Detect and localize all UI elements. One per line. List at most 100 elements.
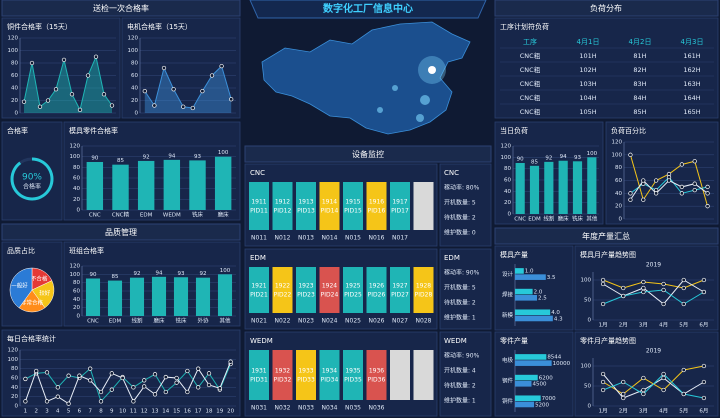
- table-cell: 101H: [579, 52, 596, 60]
- machine-id: N023: [298, 318, 314, 325]
- machine-id: N027: [392, 318, 408, 325]
- point: [44, 399, 50, 404]
- x-tick-label: 磨床: [558, 215, 570, 223]
- y-tick-label: 80: [11, 366, 18, 372]
- x-tick-label: 20: [227, 409, 234, 415]
- point: [131, 399, 136, 404]
- x-tick-label: 磨床: [153, 317, 165, 325]
- bar: [214, 156, 232, 210]
- point: [219, 63, 224, 69]
- point: [679, 191, 685, 196]
- x-tick-label: 1: [24, 409, 28, 415]
- point: [641, 387, 646, 393]
- machine-tile: [343, 182, 363, 230]
- point: [628, 197, 633, 202]
- bar: [515, 315, 553, 322]
- data-label: 4.0: [551, 310, 560, 316]
- machine-id: N024: [322, 318, 338, 325]
- y-tick-label: 40: [73, 186, 80, 192]
- point: [701, 289, 707, 295]
- machine-pid: PID28: [415, 292, 433, 299]
- bar: [107, 280, 123, 316]
- y-tick-label: 40: [615, 191, 622, 197]
- table-cell: 82H: [633, 66, 646, 74]
- section-header-bg: [1, 0, 241, 17]
- table-title: 工序计划符负荷: [500, 22, 549, 31]
- panel: [439, 248, 492, 330]
- machine-code: 1934: [322, 368, 337, 375]
- machine-code: 1917: [392, 199, 407, 206]
- data-label: 10000: [553, 361, 571, 367]
- point: [681, 391, 686, 397]
- x-tick-label: 外协: [197, 317, 209, 325]
- bar: [515, 268, 524, 274]
- point: [45, 98, 51, 103]
- chart-title: 班组合格率: [69, 246, 104, 255]
- table-cell: CNC粗: [520, 51, 541, 60]
- machine-tile: [366, 182, 387, 230]
- machine-code: 1932: [275, 368, 290, 375]
- table-cell: 84H: [633, 94, 646, 102]
- point: [600, 387, 606, 393]
- data-label: 7000: [542, 396, 556, 402]
- point: [21, 99, 27, 104]
- panel: [574, 245, 719, 331]
- machine-pid: PID32: [274, 377, 292, 384]
- point: [37, 104, 43, 109]
- x-tick-label: CNC: [514, 217, 526, 223]
- table-header: 4月3日: [681, 38, 704, 46]
- point: [55, 385, 60, 390]
- point: [653, 178, 659, 183]
- machine-tile: [413, 182, 434, 230]
- group-name: EDM: [444, 254, 460, 262]
- machine-id: N013: [298, 235, 314, 242]
- machine-id: N022: [275, 318, 291, 325]
- machine-pid: PID25: [344, 292, 362, 299]
- y-tick-label: 60: [73, 289, 80, 295]
- y-tick-label: 120: [612, 140, 623, 146]
- y-tick-label: 120: [70, 264, 81, 270]
- panel: [605, 121, 719, 225]
- point: [692, 187, 697, 193]
- data-label: 92: [545, 155, 552, 161]
- map-glow: [377, 107, 383, 113]
- line: [602, 289, 705, 305]
- x-tick-label: 6月: [699, 322, 708, 329]
- x-tick-label: 17: [195, 409, 202, 415]
- x-tick-label: 5月: [679, 408, 688, 415]
- point: [55, 394, 60, 399]
- machine-stat: 待机数量: 2: [444, 382, 476, 390]
- point: [600, 281, 606, 287]
- pie-slice: [9, 267, 33, 309]
- machine-id: N017: [392, 235, 408, 242]
- y-tick-label: 20: [615, 204, 622, 210]
- data-label: 92: [134, 271, 141, 277]
- point: [701, 395, 707, 401]
- point: [228, 359, 233, 364]
- panel: [1, 17, 121, 119]
- x-tick-label: WEDM: [163, 213, 181, 219]
- point: [44, 370, 50, 375]
- machine-code: 1931: [251, 368, 266, 375]
- machine-id: N012: [275, 235, 291, 242]
- data-label: 93: [178, 271, 185, 277]
- point: [98, 399, 104, 404]
- point: [196, 366, 201, 371]
- machine-code: 1914: [322, 199, 337, 206]
- table-cell: CNC粗: [520, 79, 541, 88]
- bar: [112, 164, 129, 210]
- point: [88, 366, 93, 371]
- y-tick-label: 电极: [502, 356, 514, 364]
- y-tick-label: 60: [131, 73, 138, 79]
- y-tick-label: 铜件: [502, 397, 514, 405]
- section-title: 送检一次合格率: [93, 3, 149, 13]
- point: [661, 387, 666, 393]
- table-cell: 104H: [579, 94, 596, 102]
- y-tick-label: 120: [8, 36, 19, 42]
- point: [93, 54, 99, 59]
- machine-tile: [249, 182, 269, 230]
- point: [681, 285, 686, 291]
- point: [85, 73, 91, 78]
- panel: [439, 331, 492, 417]
- machine-code: 1915: [345, 199, 360, 206]
